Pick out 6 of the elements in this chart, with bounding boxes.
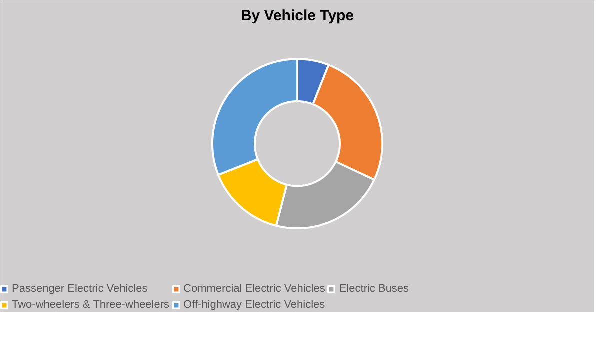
legend-label: Two-wheelers & Three-wheelers xyxy=(12,298,170,312)
legend-label: Electric Buses xyxy=(339,282,410,296)
legend-label: Commercial Electric Vehicles xyxy=(184,282,326,296)
legend-label: Passenger Electric Vehicles xyxy=(12,282,148,296)
legend-label: Off-highway Electric Vehicles xyxy=(184,298,326,312)
chart-title: By Vehicle Type xyxy=(240,8,354,24)
